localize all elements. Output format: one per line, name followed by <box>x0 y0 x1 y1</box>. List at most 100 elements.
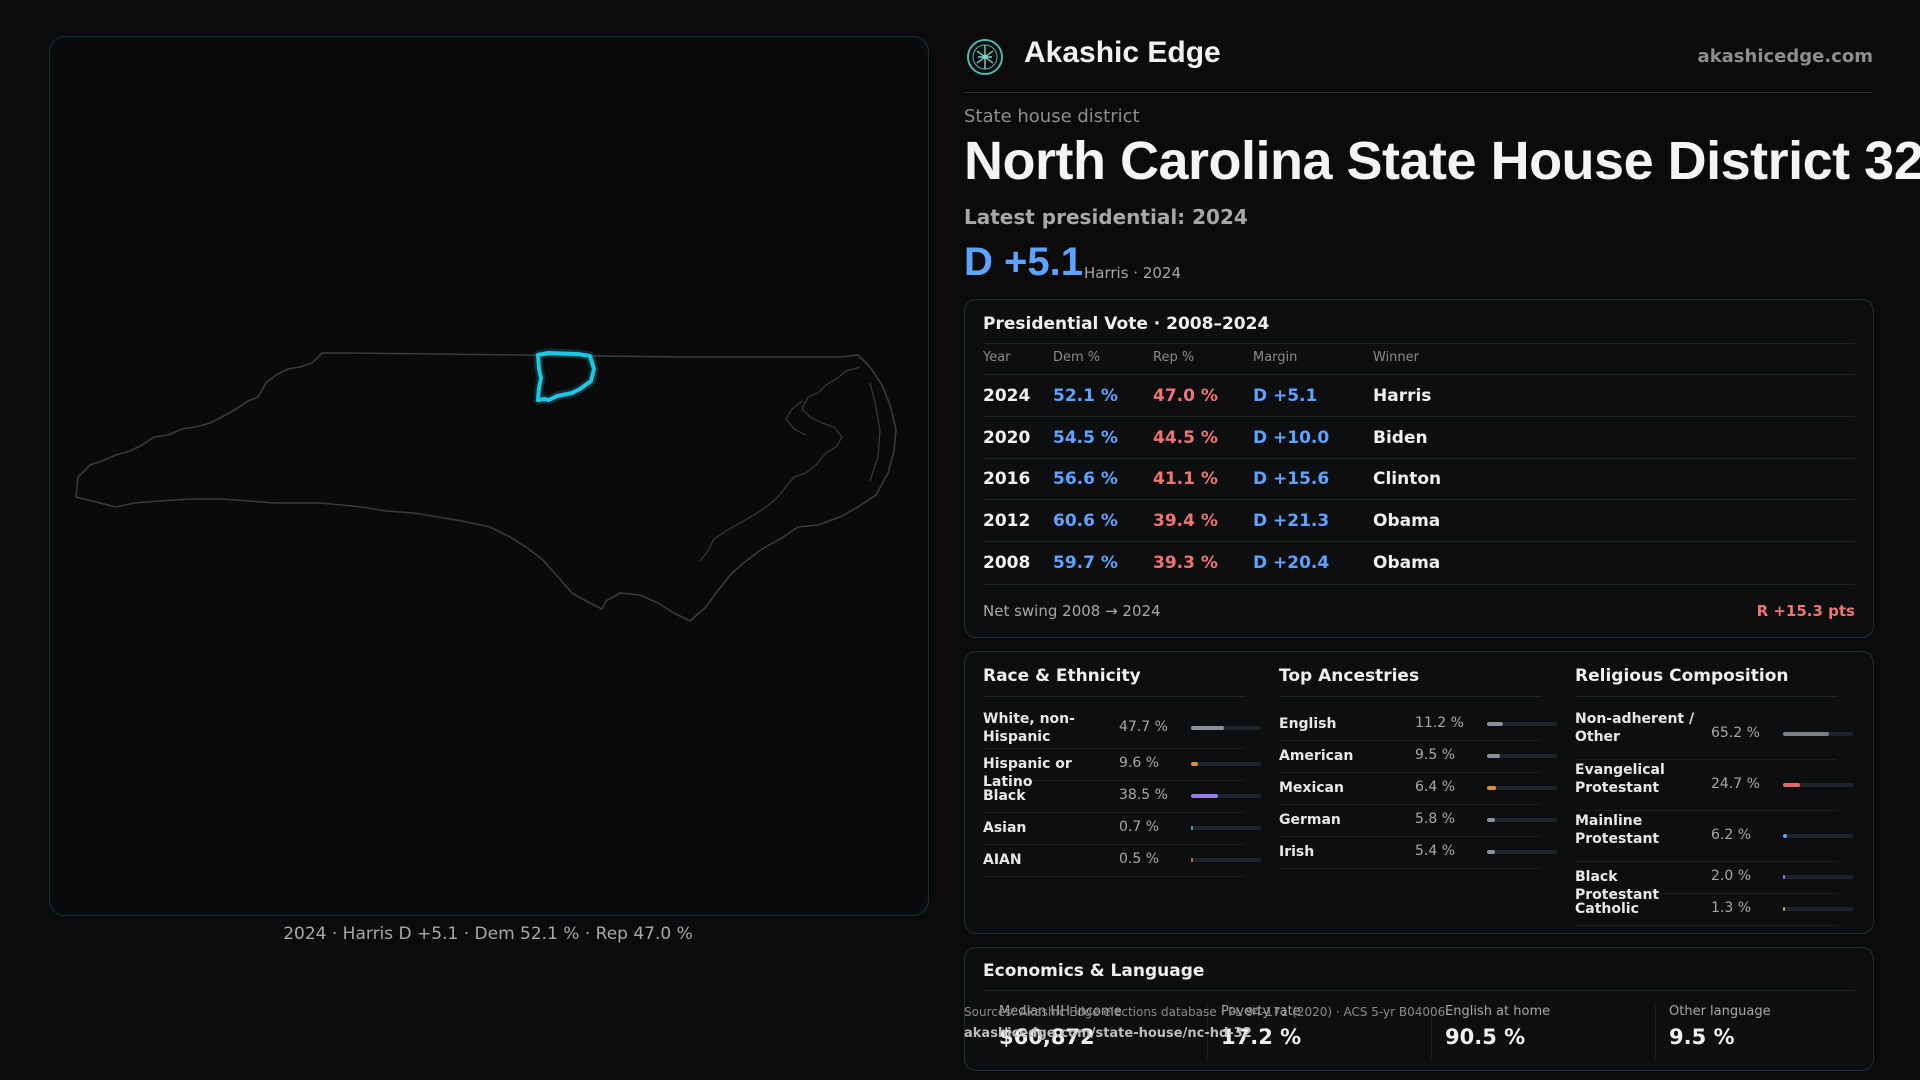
row-value: 24.7 % <box>1711 775 1760 792</box>
stat-value: 17.2 % <box>1221 1025 1302 1049</box>
bar-track <box>1191 826 1261 830</box>
net-swing-label: Net swing 2008 → 2024 <box>983 602 1161 620</box>
row-label: Evangelical Protestant <box>1575 762 1665 796</box>
district-type-label: State house district <box>964 106 1140 127</box>
divider <box>1575 696 1837 697</box>
race-column: Race & Ethnicity White, non-Hispanic 47.7… <box>965 652 1261 933</box>
bar-fill <box>1191 858 1193 862</box>
bar-fill <box>1783 907 1785 911</box>
bar-fill <box>1783 731 1829 736</box>
stat-label: English at home <box>1445 1004 1551 1019</box>
list-item: Mainline Protestant 6.2 % <box>1575 810 1853 862</box>
row-label: Irish <box>1279 844 1315 860</box>
row-value: 0.7 % <box>1119 819 1160 835</box>
margin-cell: D +20.4 <box>1253 553 1330 573</box>
list-item: Hispanic or Latino 9.6 % <box>983 748 1261 790</box>
row-value: 65.2 % <box>1711 724 1760 741</box>
year-cell: 2008 <box>983 553 1031 573</box>
year-cell: 2024 <box>983 386 1031 406</box>
religion-column: Religious Composition Non-adherent / Oth… <box>1557 652 1853 933</box>
margin-cell: D +10.0 <box>1253 428 1330 448</box>
divider <box>983 584 1855 585</box>
tree-of-life-logo-icon[interactable] <box>966 38 1004 76</box>
list-item: Non-adherent / Other 65.2 % <box>1575 708 1853 760</box>
ancestry-title: Top Ancestries <box>1279 666 1420 686</box>
list-item: AIAN 0.5 % <box>983 844 1261 877</box>
district-32-outline[interactable] <box>536 351 596 402</box>
col-header-dem: Dem % <box>1053 350 1101 365</box>
dem-cell: 56.6 % <box>1053 469 1118 489</box>
dem-cell: 54.5 % <box>1053 428 1118 448</box>
state-outline <box>75 352 897 622</box>
divider <box>983 990 1855 991</box>
ancestry-column: Top Ancestries English 11.2 % American 9.5 … <box>1261 652 1557 933</box>
bar-track <box>1487 786 1557 790</box>
dem-cell: 60.6 % <box>1053 511 1118 531</box>
bar-fill <box>1783 875 1785 879</box>
bar-track <box>1487 818 1557 822</box>
row-label: AIAN <box>983 852 1022 868</box>
row-value: 0.5 % <box>1119 851 1160 867</box>
list-item: Evangelical Protestant 24.7 % <box>1575 759 1853 811</box>
rep-cell: 41.1 % <box>1153 469 1218 489</box>
col-header-rep: Rep % <box>1153 350 1195 365</box>
bar-fill <box>1487 850 1495 854</box>
winner-cell: Obama <box>1373 553 1441 573</box>
list-item: Black 38.5 % <box>983 780 1261 813</box>
divider <box>983 458 1855 459</box>
divider <box>1655 1006 1656 1058</box>
bar-track <box>1191 762 1261 766</box>
economics-language-card: Economics & Language Median HH income $6… <box>964 947 1874 1071</box>
page-url-link[interactable]: akashicedge.com/state-house/nc-hd-32 <box>964 1026 1252 1041</box>
header-divider <box>964 92 1872 93</box>
dem-cell: 59.7 % <box>1053 553 1118 573</box>
row-value: 5.4 % <box>1415 843 1456 859</box>
row-label: Non-adherent / Other <box>1575 711 1695 745</box>
bar-fill <box>1487 786 1496 790</box>
divider <box>983 343 1855 344</box>
site-link[interactable]: akashicedge.com <box>1697 46 1873 67</box>
list-item: American 9.5 % <box>1279 740 1557 773</box>
district-map-panel[interactable] <box>49 36 929 916</box>
list-item: English 11.2 % <box>1279 708 1557 741</box>
row-value: 9.6 % <box>1119 755 1160 771</box>
stat-other-language: Other language 9.5 % <box>1669 1004 1771 1049</box>
year-cell: 2016 <box>983 469 1031 489</box>
winner-cell: Biden <box>1373 428 1428 448</box>
divider <box>983 416 1855 417</box>
row-label: American <box>1279 748 1354 764</box>
bar-track <box>1783 833 1853 838</box>
stat-value: 9.5 % <box>1669 1025 1735 1049</box>
list-item: Irish 5.4 % <box>1279 836 1557 869</box>
stat-value: 90.5 % <box>1445 1025 1526 1049</box>
row-label: Hispanic or Latino <box>983 756 1072 790</box>
stat-poverty-rate: Poverty rate 17.2 % <box>1221 1004 1301 1049</box>
presidential-vote-title: Presidential Vote · 2008–2024 <box>983 314 1270 334</box>
row-label: Catholic <box>1575 901 1639 917</box>
row-label: German <box>1279 812 1341 828</box>
bar-track <box>1487 850 1557 854</box>
margin-cell: D +5.1 <box>1253 386 1318 406</box>
divider <box>1279 696 1541 697</box>
religion-title: Religious Composition <box>1575 666 1789 686</box>
bar-fill <box>1191 726 1225 730</box>
race-title: Race & Ethnicity <box>983 666 1141 686</box>
col-header-year: Year <box>983 350 1011 365</box>
bar-track <box>1191 726 1261 730</box>
stat-label: Poverty rate <box>1221 1004 1301 1019</box>
margin-cell: D +15.6 <box>1253 469 1330 489</box>
stat-english-home: English at home 90.5 % <box>1445 1004 1550 1049</box>
col-header-winner: Winner <box>1373 350 1420 365</box>
bar-fill <box>1191 826 1193 830</box>
bar-fill <box>1487 818 1496 822</box>
brand-name: Akashic Edge <box>1024 36 1221 69</box>
dem-cell: 52.1 % <box>1053 386 1118 406</box>
row-label: Black Protestant <box>1575 869 1660 903</box>
rep-cell: 39.3 % <box>1153 553 1218 573</box>
map-caption: 2024 · Harris D +5.1 · Dem 52.1 % · Rep … <box>283 924 693 944</box>
district-32-glow <box>533 348 599 405</box>
row-label: White, non-Hispanic <box>983 711 1075 745</box>
col-header-margin: Margin <box>1253 350 1298 365</box>
rep-cell: 44.5 % <box>1153 428 1218 448</box>
coastal-sounds <box>699 366 881 562</box>
